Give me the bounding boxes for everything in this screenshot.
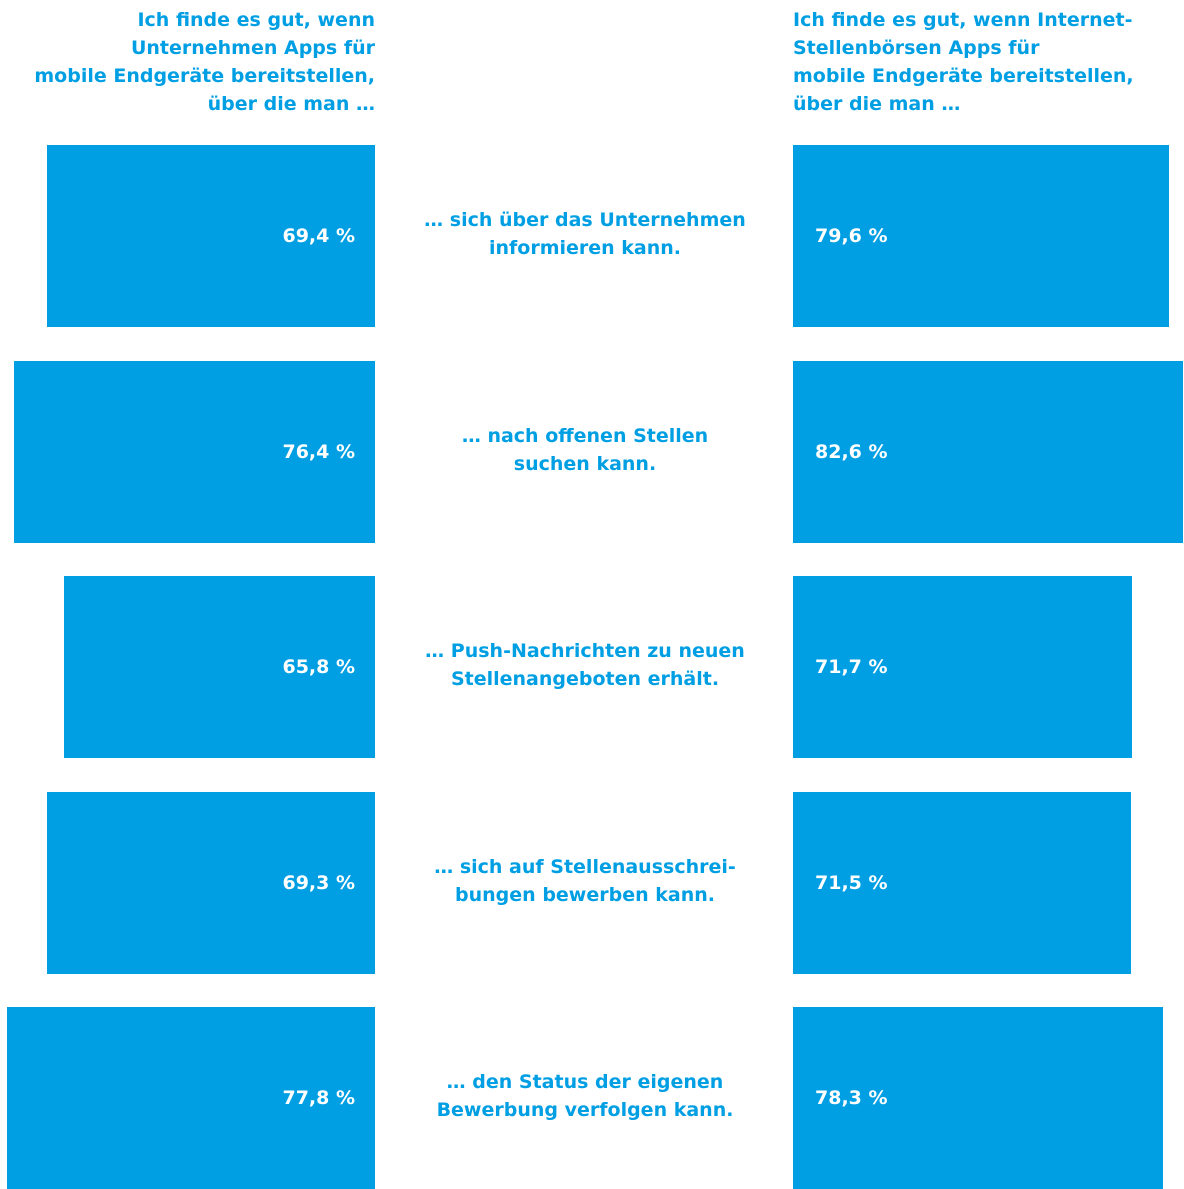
category-label: … sich über das Unternehmen informieren … — [424, 209, 746, 259]
bar — [64, 576, 375, 758]
category-label: … sich auf Stellenausschrei- bungen bewe… — [434, 855, 736, 906]
value-label: 76,4 % — [282, 440, 355, 463]
value-label: 69,3 % — [282, 871, 355, 894]
bar — [47, 791, 375, 974]
value-label: 77,8 % — [282, 1087, 355, 1109]
bar — [793, 791, 1131, 974]
bar — [793, 145, 1170, 327]
legend-right: Ich finde es gut, wenn Internet- Stellen… — [793, 9, 1134, 115]
category-label: … den Status der eigenen Bewerbung verfo… — [436, 1071, 734, 1121]
bar — [47, 145, 375, 327]
bar — [13, 360, 375, 543]
value-label: 78,3 % — [815, 1087, 888, 1109]
bar — [793, 576, 1132, 758]
legend-left: Ich finde es gut, wenn Unternehmen Apps … — [34, 9, 375, 115]
category-label: … nach offenen Stellen suchen kann. — [461, 424, 709, 475]
category-label: … Push-Nachrichten zu neuen Stellenangeb… — [425, 640, 745, 690]
value-label: 71,5 % — [815, 871, 888, 894]
value-label: 79,6 % — [815, 225, 888, 247]
value-label: 69,4 % — [282, 225, 355, 247]
value-label: 65,8 % — [282, 656, 355, 678]
bar — [7, 1007, 375, 1189]
value-label: 71,7 % — [815, 656, 888, 678]
bar — [793, 360, 1184, 543]
bar — [793, 1007, 1164, 1189]
value-label: 82,6 % — [815, 440, 888, 463]
